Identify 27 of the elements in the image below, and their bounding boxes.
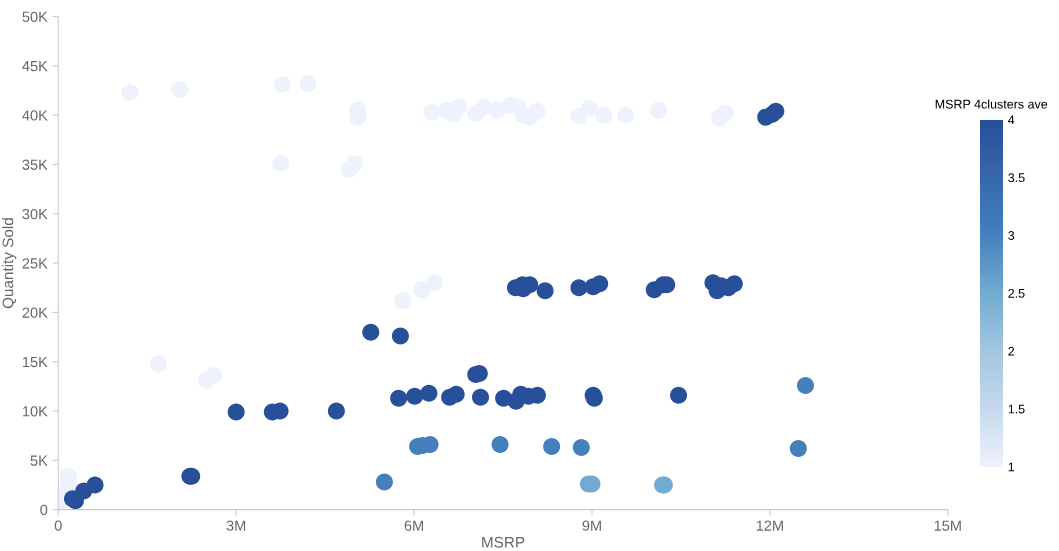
color-bar-label: 1 bbox=[1008, 462, 1015, 472]
x-tick-label: 6M bbox=[404, 520, 423, 531]
x-tick-label: 9M bbox=[582, 520, 601, 531]
y-tick-label: 15K bbox=[22, 356, 48, 368]
x-axis-title: MSRP bbox=[482, 536, 525, 548]
y-tick-label: 50K bbox=[22, 11, 48, 22]
color-bar-label: 2 bbox=[1008, 346, 1015, 356]
color-bar-label: 3.5 bbox=[1008, 173, 1025, 183]
x-tick-label: 3M bbox=[226, 520, 246, 531]
y-axis-title: Quantity Sold bbox=[2, 218, 17, 309]
y-tick-label: 25K bbox=[22, 258, 48, 269]
y-tick-label: 40K bbox=[22, 110, 48, 121]
x-tick-label: 0 bbox=[54, 520, 62, 531]
y-tick-label: 10K bbox=[22, 406, 48, 417]
y-tick-label: 30K bbox=[22, 208, 48, 220]
color-bar-label: 2.5 bbox=[1008, 288, 1025, 298]
y-tick-label: 20K bbox=[22, 307, 48, 318]
y-tick-label: 45K bbox=[22, 61, 48, 72]
color-bar-title: MSRP 4clusters ave bbox=[935, 99, 1048, 109]
color-bar-label: 3 bbox=[1008, 231, 1015, 240]
y-tick-label: 35K bbox=[22, 159, 48, 170]
x-tick-label: 12M bbox=[756, 520, 783, 531]
color-bar-label: 1.5 bbox=[1008, 404, 1025, 414]
y-tick-label: 0 bbox=[40, 504, 48, 516]
y-tick-label: 5K bbox=[30, 455, 48, 466]
x-tick-label: 15M bbox=[934, 520, 961, 531]
color-bar-label: 4 bbox=[1008, 115, 1015, 125]
